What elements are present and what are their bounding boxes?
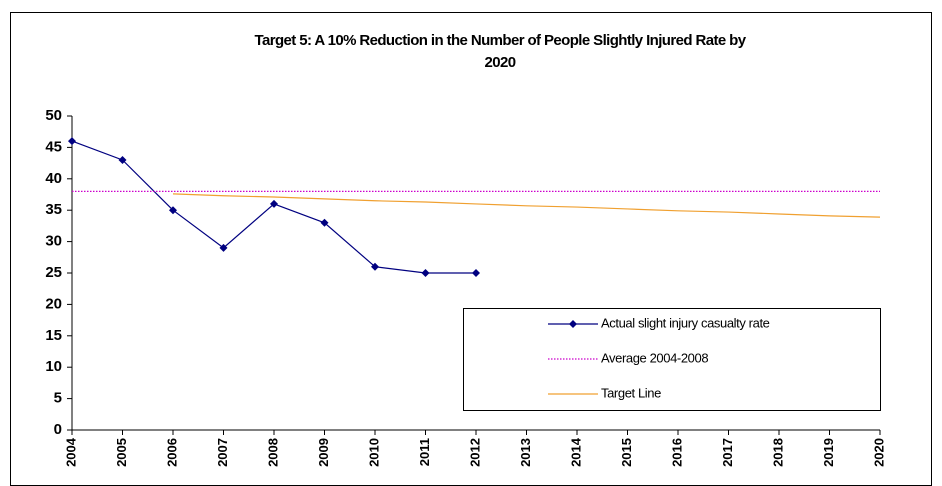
legend-label: Average 2004-2008 [601, 350, 708, 365]
x-tick-label: 2006 [164, 438, 179, 467]
x-tick-label: 2009 [316, 438, 331, 467]
point [219, 243, 228, 252]
chart-frame [10, 12, 932, 486]
x-tick-label: 2015 [619, 438, 634, 467]
x-tick-label: 2004 [63, 437, 78, 467]
x-tick-label: 2007 [215, 438, 230, 467]
x-tick-label: 2013 [518, 438, 533, 467]
y-tick-label: 20 [45, 295, 62, 312]
y-tick-label: 0 [54, 421, 62, 438]
x-tick-label: 2005 [114, 438, 129, 467]
x-tick-label: 2008 [265, 438, 280, 467]
x-tick-label: 2014 [568, 437, 583, 467]
x-tick-label: 2018 [770, 438, 785, 467]
legend-label: Target Line [601, 385, 661, 400]
legend-box [463, 308, 881, 411]
y-tick-label: 50 [45, 107, 62, 124]
y-tick-label: 40 [45, 170, 62, 187]
x-tick-label: 2019 [821, 438, 836, 467]
chart-title: Target 5: A 10% Reduction in the Number … [255, 32, 747, 49]
y-tick-label: 5 [54, 390, 62, 407]
y-tick-label: 45 [45, 138, 62, 155]
point [169, 206, 177, 215]
legend-label: Actual slight injury casualty rate [601, 315, 770, 330]
legend-marker [569, 320, 577, 328]
x-tick-label: 2020 [871, 438, 886, 467]
point [118, 155, 127, 164]
x-tick-label: 2011 [417, 438, 432, 466]
point [68, 137, 76, 146]
x-tick-label: 2017 [720, 438, 735, 467]
x-tick-label: 2010 [366, 438, 381, 467]
y-tick-label: 15 [45, 327, 62, 344]
y-tick-label: 30 [45, 233, 62, 250]
point [472, 269, 480, 277]
y-tick-label: 10 [45, 358, 62, 375]
chart-title: 2020 [485, 54, 516, 71]
series-line [172, 193, 881, 218]
x-tick-label: 2012 [467, 438, 482, 467]
y-tick-label: 35 [45, 201, 62, 218]
point [270, 199, 278, 208]
point [371, 262, 379, 271]
point [421, 269, 430, 277]
x-tick-label: 2016 [669, 438, 684, 467]
point [320, 218, 329, 227]
y-tick-label: 25 [45, 264, 62, 281]
